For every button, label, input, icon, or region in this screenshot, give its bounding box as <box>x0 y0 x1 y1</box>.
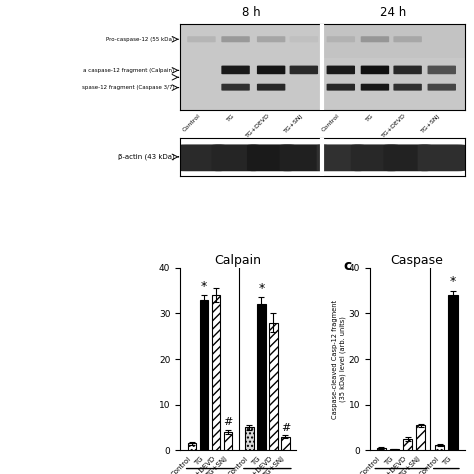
Bar <box>200 300 209 450</box>
Bar <box>377 448 386 450</box>
Bar <box>245 428 254 450</box>
Y-axis label: Caspase-cleaved Casp-12 fragment
(35 kDa) level (arb. units): Caspase-cleaved Casp-12 fragment (35 kDa… <box>332 300 346 419</box>
FancyBboxPatch shape <box>187 36 216 42</box>
Text: #: # <box>281 423 290 433</box>
Bar <box>390 449 399 450</box>
FancyBboxPatch shape <box>418 145 466 171</box>
Bar <box>416 425 425 450</box>
Bar <box>224 432 232 450</box>
FancyBboxPatch shape <box>361 84 389 91</box>
FancyBboxPatch shape <box>361 65 389 74</box>
Text: #: # <box>223 418 233 428</box>
FancyBboxPatch shape <box>428 84 456 91</box>
Bar <box>322 24 465 58</box>
FancyBboxPatch shape <box>290 65 318 74</box>
Bar <box>448 295 457 450</box>
FancyBboxPatch shape <box>351 145 399 171</box>
FancyBboxPatch shape <box>383 145 432 171</box>
Title: Caspase: Caspase <box>391 254 444 267</box>
Title: Calpain: Calpain <box>215 254 262 267</box>
Text: spase-12 fragment (Caspase 3/7): spase-12 fragment (Caspase 3/7) <box>82 85 174 90</box>
FancyBboxPatch shape <box>211 145 260 171</box>
Bar <box>435 445 445 450</box>
Text: 24 h: 24 h <box>380 6 407 18</box>
FancyBboxPatch shape <box>177 145 226 171</box>
Text: β-actin (43 kDa): β-actin (43 kDa) <box>118 154 174 160</box>
Text: 8 h: 8 h <box>242 6 261 18</box>
Text: Pro-caspase-12 (55 kDa): Pro-caspase-12 (55 kDa) <box>106 37 174 42</box>
FancyBboxPatch shape <box>290 36 318 42</box>
Bar <box>188 444 196 450</box>
FancyBboxPatch shape <box>317 145 365 171</box>
FancyBboxPatch shape <box>327 65 355 74</box>
Text: c: c <box>343 259 351 273</box>
FancyBboxPatch shape <box>280 145 328 171</box>
FancyBboxPatch shape <box>247 145 295 171</box>
Bar <box>257 304 265 450</box>
FancyBboxPatch shape <box>327 36 355 42</box>
FancyBboxPatch shape <box>428 65 456 74</box>
Bar <box>403 439 412 450</box>
Bar <box>281 437 290 450</box>
FancyBboxPatch shape <box>393 84 422 91</box>
FancyBboxPatch shape <box>361 36 389 42</box>
FancyBboxPatch shape <box>393 65 422 74</box>
Text: *: * <box>201 280 207 293</box>
FancyBboxPatch shape <box>257 36 285 42</box>
Bar <box>212 295 220 450</box>
Text: *: * <box>450 275 456 288</box>
Text: a caspase-12 fragment (Calpain): a caspase-12 fragment (Calpain) <box>83 68 174 73</box>
Text: *: * <box>258 282 264 295</box>
FancyBboxPatch shape <box>428 36 456 42</box>
FancyBboxPatch shape <box>221 65 250 74</box>
FancyBboxPatch shape <box>393 36 422 42</box>
FancyBboxPatch shape <box>221 36 250 42</box>
FancyBboxPatch shape <box>327 84 355 91</box>
Bar <box>269 322 278 450</box>
FancyBboxPatch shape <box>257 84 285 91</box>
FancyBboxPatch shape <box>257 65 285 74</box>
FancyBboxPatch shape <box>221 84 250 91</box>
